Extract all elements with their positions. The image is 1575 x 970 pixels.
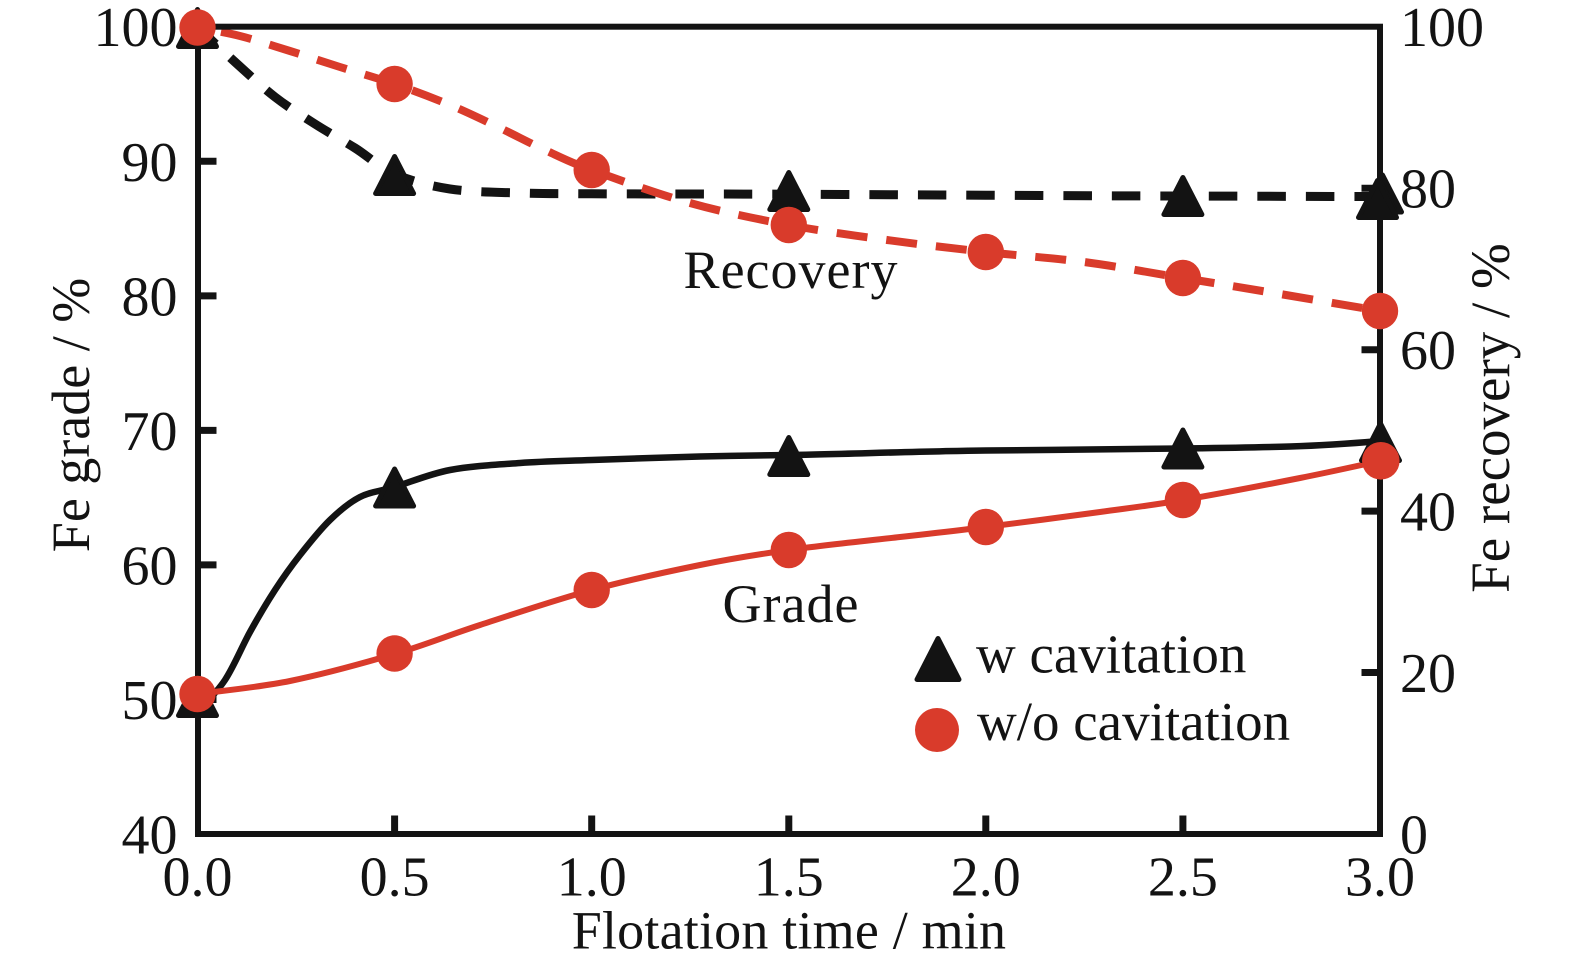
svg-text:Flotation time / min: Flotation time / min [572, 901, 1007, 961]
svg-text:20: 20 [1400, 643, 1456, 705]
svg-text:Fe grade / %: Fe grade / % [41, 278, 101, 552]
svg-text:Grade: Grade [723, 574, 860, 634]
svg-text:2.0: 2.0 [951, 847, 1021, 909]
svg-text:50: 50 [122, 670, 178, 732]
svg-text:w/o cavitation: w/o cavitation [977, 691, 1290, 752]
svg-text:80: 80 [122, 266, 178, 328]
svg-text:1.5: 1.5 [754, 847, 824, 909]
svg-text:40: 40 [1400, 482, 1456, 544]
svg-text:Fe recovery / %: Fe recovery / % [1460, 243, 1521, 593]
svg-text:0: 0 [1400, 805, 1428, 867]
svg-text:0.5: 0.5 [360, 847, 430, 909]
svg-text:40: 40 [122, 805, 178, 867]
svg-text:60: 60 [122, 535, 178, 597]
svg-text:90: 90 [122, 132, 178, 194]
svg-text:100: 100 [1400, 0, 1484, 59]
svg-text:60: 60 [1400, 320, 1456, 382]
svg-text:2.5: 2.5 [1148, 847, 1218, 909]
svg-text:0.0: 0.0 [163, 847, 233, 909]
svg-text:70: 70 [122, 401, 178, 463]
svg-text:3.0: 3.0 [1345, 847, 1415, 909]
svg-text:w cavitation: w cavitation [976, 624, 1246, 685]
svg-text:Recovery: Recovery [684, 240, 899, 300]
svg-text:100: 100 [94, 0, 178, 59]
svg-text:1.0: 1.0 [557, 847, 627, 909]
svg-text:80: 80 [1400, 159, 1456, 221]
